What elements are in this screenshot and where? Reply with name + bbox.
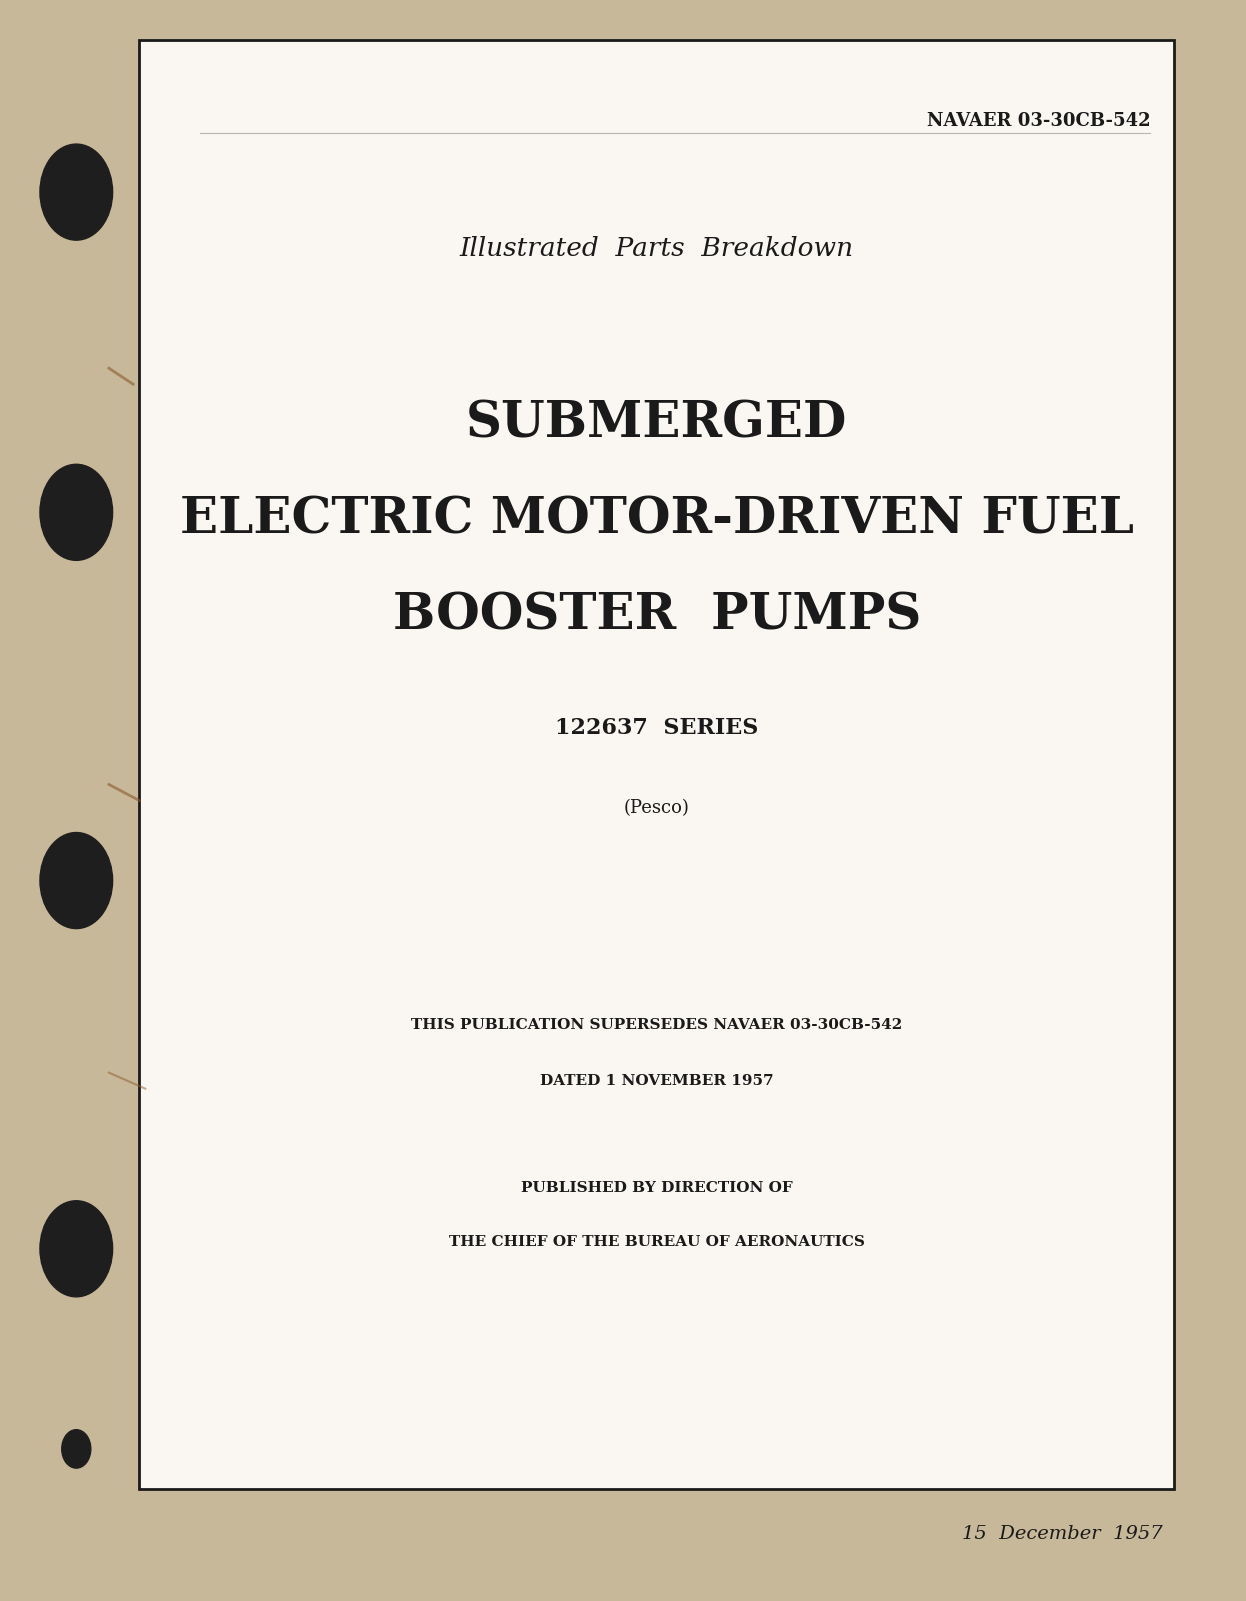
Text: (Pesco): (Pesco) bbox=[624, 799, 690, 818]
Text: NAVAER 03-30CB-542: NAVAER 03-30CB-542 bbox=[927, 112, 1150, 130]
Circle shape bbox=[40, 1201, 112, 1297]
Text: Illustrated  Parts  Breakdown: Illustrated Parts Breakdown bbox=[460, 235, 854, 261]
Circle shape bbox=[62, 1430, 91, 1468]
Text: BOOSTER  PUMPS: BOOSTER PUMPS bbox=[392, 592, 921, 640]
Text: THIS PUBLICATION SUPERSEDES NAVAER 03-30CB-542: THIS PUBLICATION SUPERSEDES NAVAER 03-30… bbox=[411, 1018, 902, 1031]
Text: THE CHIEF OF THE BUREAU OF AERONAUTICS: THE CHIEF OF THE BUREAU OF AERONAUTICS bbox=[449, 1236, 865, 1249]
Text: PUBLISHED BY DIRECTION OF: PUBLISHED BY DIRECTION OF bbox=[521, 1182, 792, 1194]
Bar bbox=[140, 40, 1175, 1489]
Text: DATED 1 NOVEMBER 1957: DATED 1 NOVEMBER 1957 bbox=[540, 1074, 774, 1087]
Text: 15  December  1957: 15 December 1957 bbox=[962, 1524, 1163, 1543]
Circle shape bbox=[40, 144, 112, 240]
Text: ELECTRIC MOTOR-DRIVEN FUEL: ELECTRIC MOTOR-DRIVEN FUEL bbox=[179, 496, 1134, 544]
Text: 122637  SERIES: 122637 SERIES bbox=[556, 717, 759, 740]
Text: SUBMERGED: SUBMERGED bbox=[466, 400, 847, 448]
Circle shape bbox=[40, 464, 112, 560]
Circle shape bbox=[40, 833, 112, 929]
